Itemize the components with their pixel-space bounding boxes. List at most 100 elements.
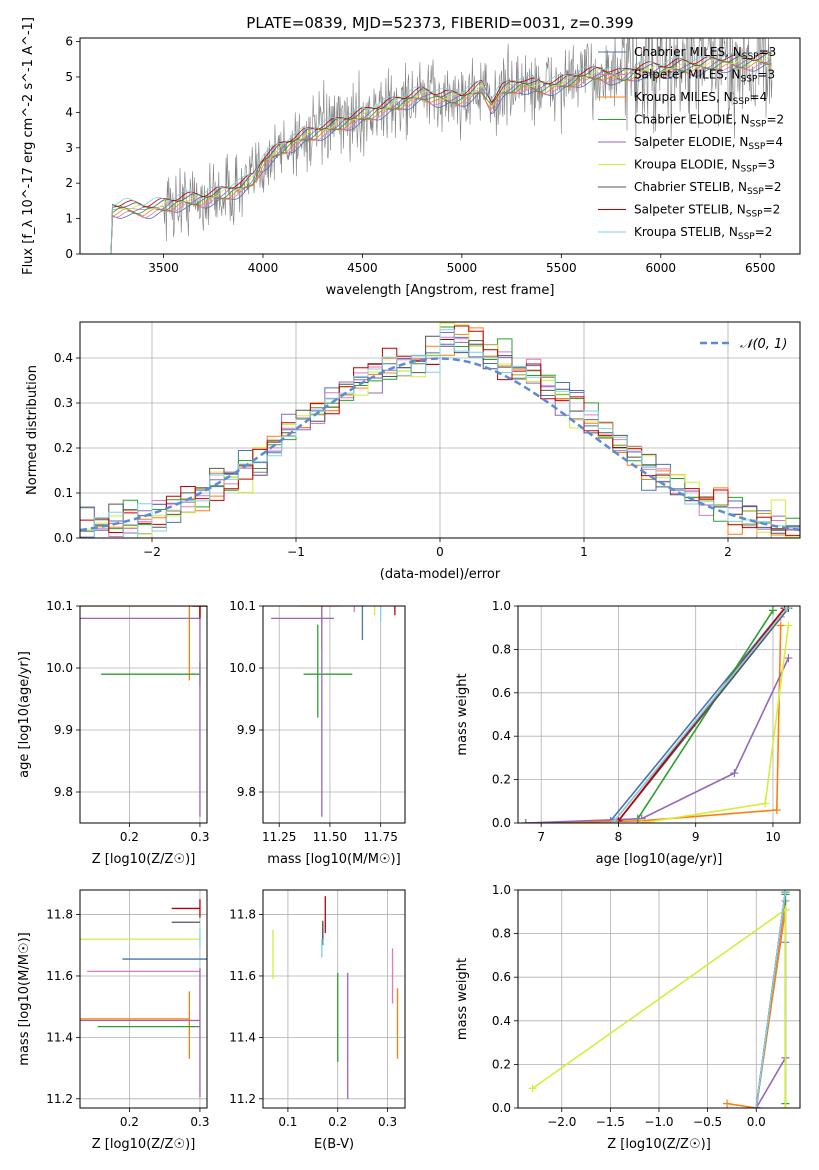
x-axis-label: (data-model)/error <box>380 567 501 582</box>
errorbar-salpeter-elodie <box>80 968 201 1098</box>
y-tick-label: 0.6 <box>492 970 511 984</box>
axes-frame <box>79 889 208 1109</box>
histogram-kroupa-stelib <box>80 329 800 538</box>
axes-frame <box>517 605 801 824</box>
legend-value: =3 <box>757 68 775 82</box>
y-tick-label: 0.0 <box>54 531 73 545</box>
x-axis-label: E(B-V) <box>314 1137 354 1152</box>
series-marker <box>784 621 793 630</box>
series-line-kroupa-miles <box>525 625 782 823</box>
series-marker <box>772 805 781 814</box>
y-tick-label: 1.0 <box>492 883 511 897</box>
legend-subscript: SSP <box>750 120 767 130</box>
axes-frame <box>79 37 801 255</box>
errorbar-kroupa-stelib <box>380 606 382 622</box>
legend-label: Chabrier STELIB, NSSP=2 <box>634 180 782 197</box>
legend-subscript: SSP <box>747 187 764 197</box>
y-tick-label: 0.8 <box>492 642 511 656</box>
x-tick-label: 7 <box>537 830 545 844</box>
y-tick-label: 9.8 <box>54 785 73 799</box>
legend-subscript: SSP <box>748 142 765 152</box>
y-tick-label: 1 <box>65 212 73 226</box>
figure-title: PLATE=0839, MJD=52373, FIBERID=0031, z=0… <box>246 14 633 32</box>
errorbar-salpeter-elodie <box>80 606 201 817</box>
y-tick-label: 11.6 <box>229 969 256 983</box>
y-tick-label: 0.2 <box>492 773 511 787</box>
x-tick-label: −1 <box>287 545 305 559</box>
x-tick-label: 0.2 <box>120 1115 139 1129</box>
y-tick-label: 0.0 <box>492 816 511 830</box>
y-tick-label: 0.2 <box>54 441 73 455</box>
panel-age_vs_mass: 11.25 11.50 11.75 9.8 9.9 10.0 10.1 mass [log10… <box>229 599 406 867</box>
legend-value: =3 <box>759 45 777 59</box>
series-line-chabrier-elodie <box>637 609 774 820</box>
errorbar-salpeter-miles <box>199 606 201 613</box>
x-axis-label: age [log10(age/yr)] <box>596 852 723 867</box>
legend-subscript: SSP <box>733 97 750 107</box>
legend-value: =4 <box>750 90 768 104</box>
errorbar-kroupa-miles <box>80 606 204 681</box>
legend-label: 𝒩(0, 1) <box>740 337 787 352</box>
series-marker <box>761 799 770 808</box>
x-axis-label: Z [log10(Z/Z☉)] <box>607 1137 711 1152</box>
y-tick-label: 9.9 <box>237 723 256 737</box>
x-tick-label: 10 <box>765 830 780 844</box>
y-tick-label: 0.4 <box>492 729 511 743</box>
legend-label: Chabrier ELODIE, NSSP=2 <box>634 113 784 130</box>
series-line-kroupa-miles <box>726 909 787 1108</box>
panel-mass_vs_ebv: 0.1 0.2 0.3 11.2 11.4 11.6 11.8 E(B-V) <box>229 889 406 1152</box>
series-line-kroupa-stelib <box>613 607 788 822</box>
errorbar-kroupa-miles <box>80 991 191 1059</box>
series-line-salpeter-elodie <box>525 657 790 823</box>
x-tick-label: 4500 <box>347 261 378 275</box>
errorbar-chabrier-miles <box>199 606 201 616</box>
x-tick-label: 8 <box>615 830 623 844</box>
x-tick-label: 3500 <box>148 261 179 275</box>
y-tick-label: 11.4 <box>46 1030 73 1044</box>
y-tick-label: 9.9 <box>54 723 73 737</box>
legend-subscript: SSP <box>738 232 755 242</box>
legend: Chabrier MILES, NSSP=3 Salpeter MILES, NS… <box>598 45 784 242</box>
x-tick-label: 1 <box>580 545 588 559</box>
y-tick-label: 11.4 <box>229 1030 256 1044</box>
observed-spectrum-line <box>107 38 773 254</box>
series-marker <box>730 769 739 778</box>
y-axis-label: Normed distribution <box>25 365 40 495</box>
y-tick-label: 6 <box>65 35 73 49</box>
y-tick-label: 9.8 <box>237 785 256 799</box>
panel-mass_weight_vs_age: 7 8 9 10 0.0 0.2 0.4 0.6 0.8 1.0 age [log10(age/yr… <box>455 599 801 867</box>
y-tick-label: 0.4 <box>492 1014 511 1028</box>
y-tick-label: 0.4 <box>54 351 73 365</box>
legend-value: =2 <box>763 203 781 217</box>
series-marker <box>610 816 619 823</box>
errorbar-salpeter-stelib <box>192 606 207 619</box>
legend-label: Salpeter MILES, NSSP=3 <box>634 68 775 85</box>
axes-frame <box>517 889 801 1109</box>
x-tick-label: 11.75 <box>363 830 397 844</box>
legend-value: =2 <box>766 113 784 127</box>
model-spectrum-salpeter-stelib <box>107 51 772 254</box>
y-tick-label: 11.8 <box>229 908 256 922</box>
x-tick-label: 5500 <box>546 261 577 275</box>
x-tick-label: −0.5 <box>693 1115 722 1129</box>
series-marker <box>782 606 791 613</box>
plot-area <box>521 606 793 823</box>
series-marker <box>768 606 777 615</box>
legend: 𝒩(0, 1) <box>700 337 787 352</box>
panel-spectrum: 3500 4000 4500 5000 5500 6000 6500 0 1 2 3 4 5 6 wavel… <box>21 17 801 298</box>
y-tick-label: 11.2 <box>229 1092 256 1106</box>
y-tick-label: 10.0 <box>46 661 73 675</box>
series-marker <box>637 819 646 823</box>
y-tick-label: 0.3 <box>54 396 73 410</box>
panel-mass_vs_Z: 0.2 0.3 11.2 11.4 11.6 11.8 Z [log10(Z/Z☉)] mas… <box>17 889 209 1152</box>
series-marker <box>776 621 785 630</box>
legend-subscript: SSP <box>741 165 758 175</box>
y-axis-label: Flux [f_λ 10^-17 erg cm^-2 s^-1 A^-1] <box>21 17 36 275</box>
axes-frame <box>79 321 801 539</box>
plot-area <box>80 606 207 817</box>
panel-residuals: −2 −1 0 1 2 0.0 0.1 0.2 0.3 0.4 (data-model)/error… <box>25 321 801 582</box>
y-tick-label: 11.2 <box>46 1092 73 1106</box>
x-tick-label: 0 <box>436 545 444 559</box>
legend-subscript: SSP <box>741 75 758 85</box>
